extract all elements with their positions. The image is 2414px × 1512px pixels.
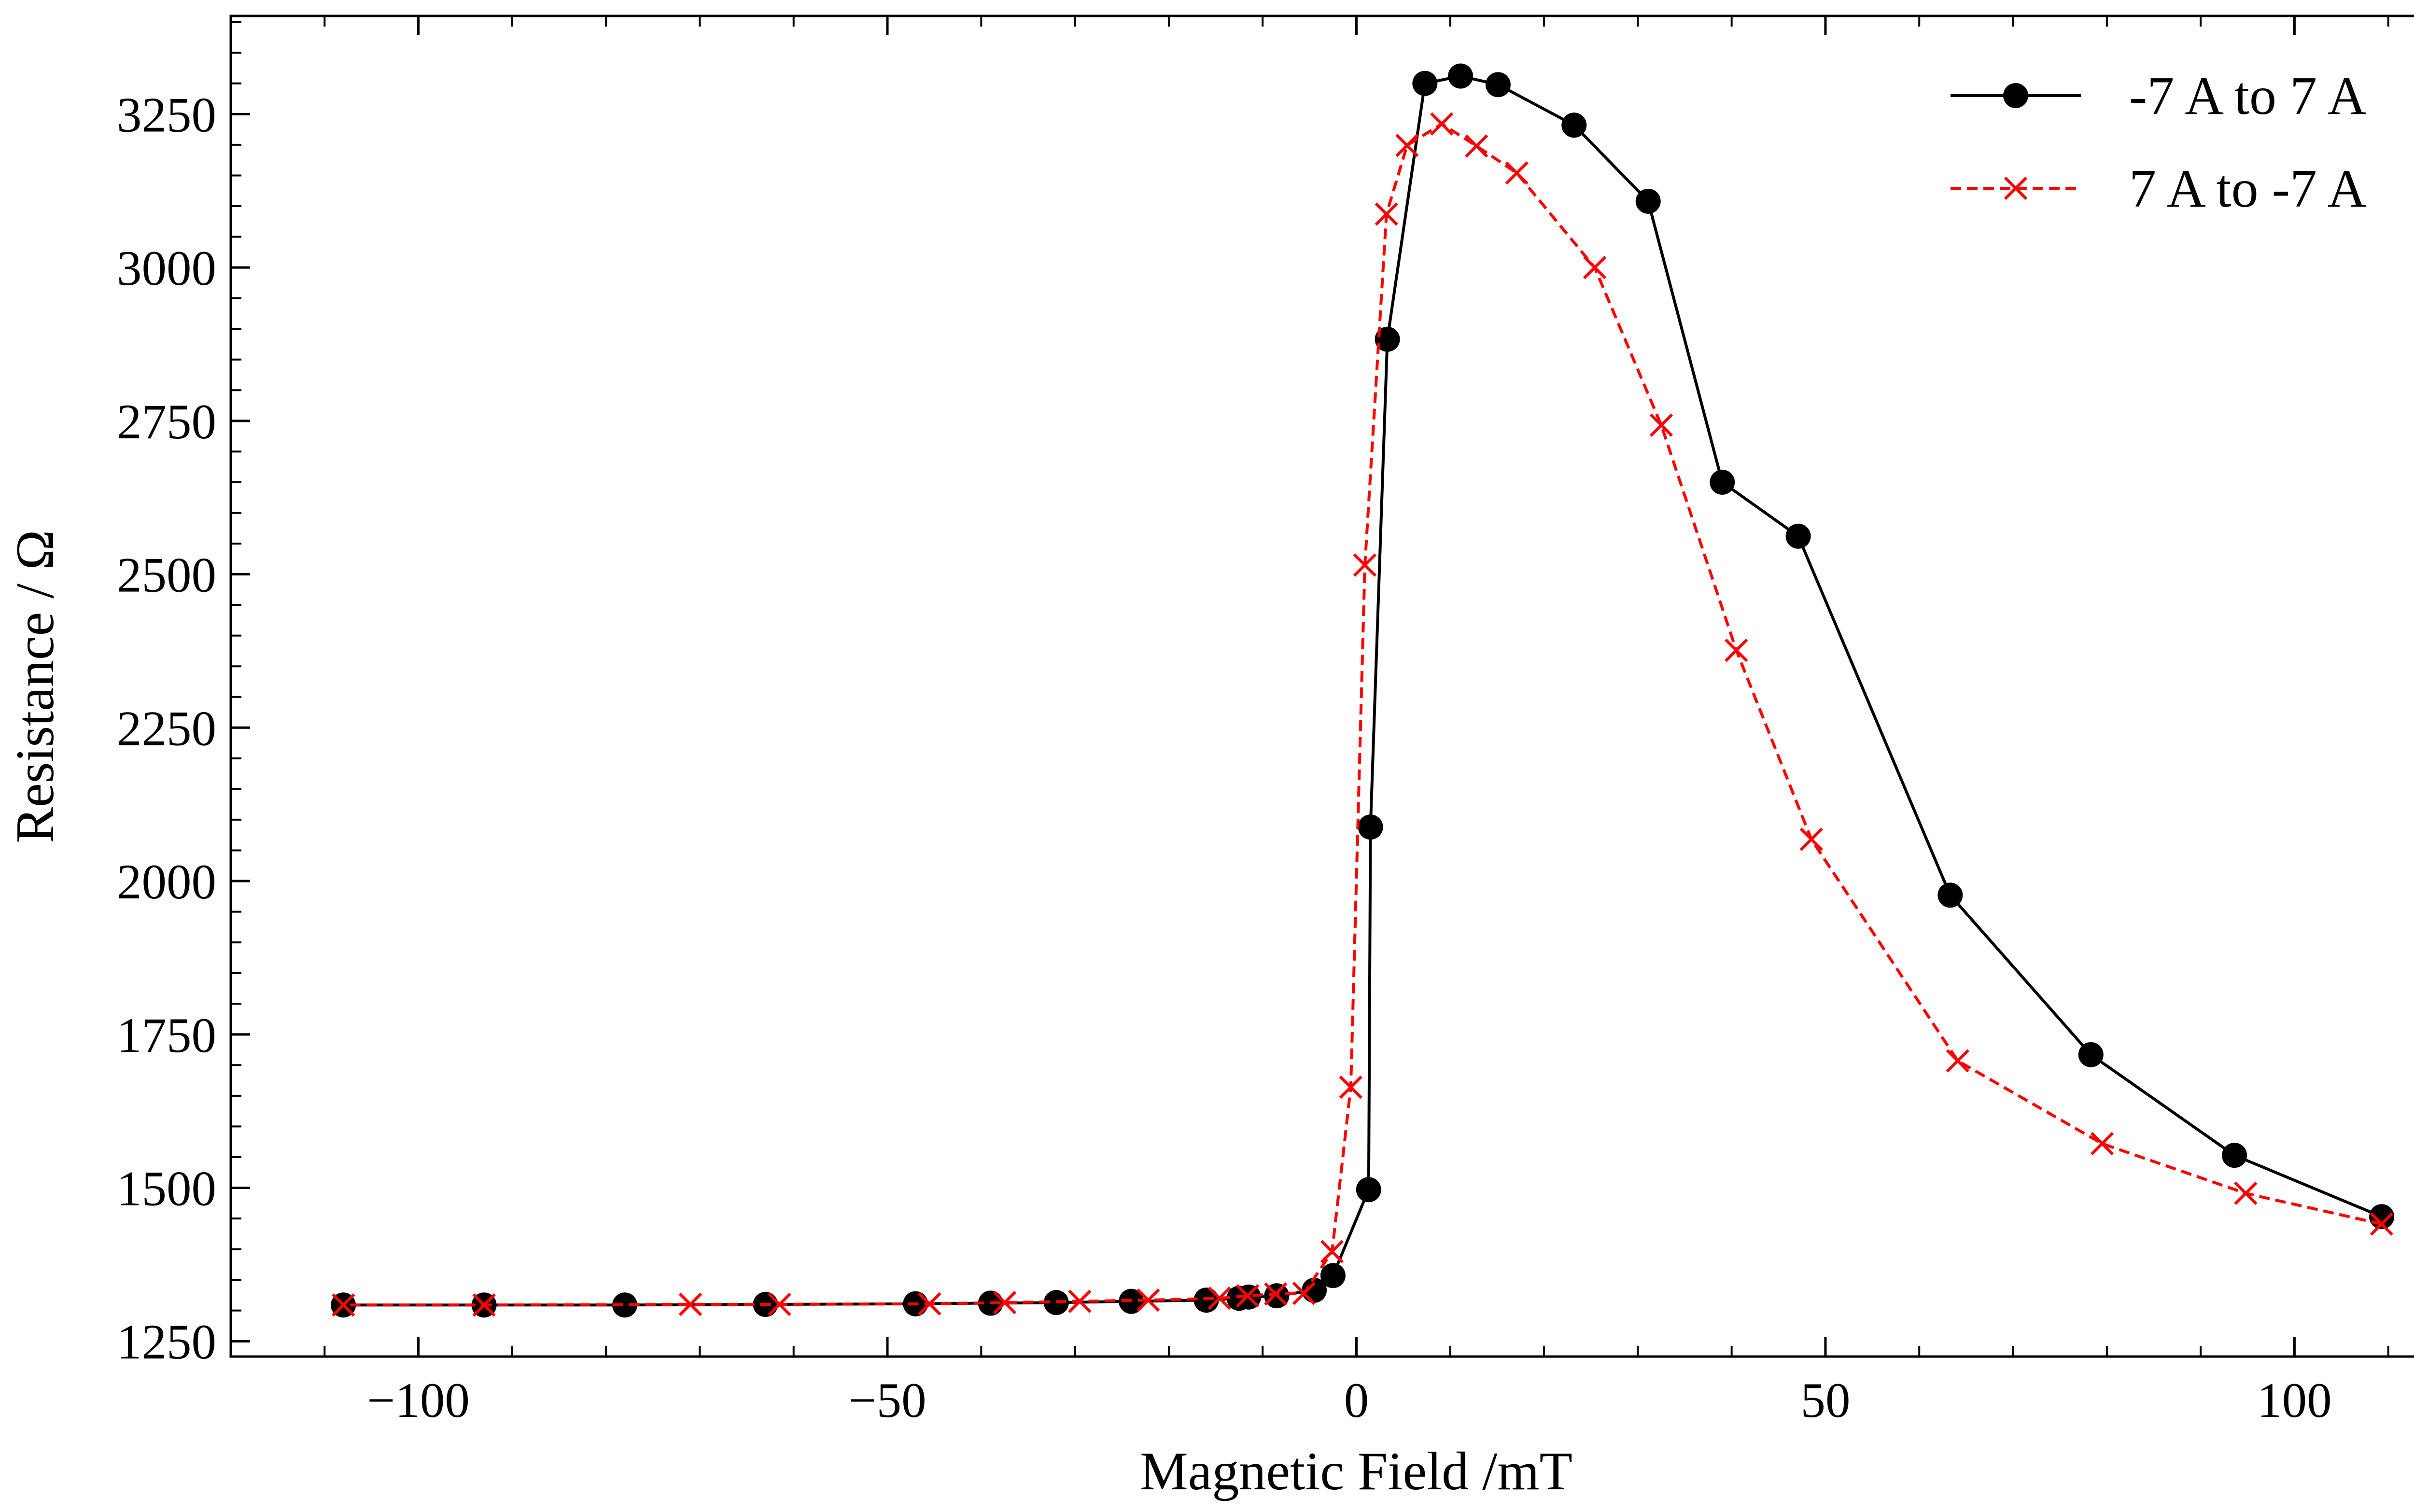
data-point <box>1485 72 1511 98</box>
data-point <box>1068 1289 1092 1313</box>
legend-marker-series-2 <box>2004 176 2028 200</box>
data-point <box>472 1293 496 1317</box>
data-point <box>1236 1284 1260 1308</box>
x-tick-label: −50 <box>848 1373 926 1428</box>
series-layer <box>331 63 2395 1318</box>
data-point <box>1937 882 1963 908</box>
data-point <box>1339 1075 1362 1099</box>
series-line-2 <box>343 122 2382 1307</box>
data-point <box>1264 1282 1288 1306</box>
data-point <box>1649 413 1673 437</box>
x-axis-label: Magnetic Field /mT <box>1140 1442 1572 1501</box>
y-tick-label: 2000 <box>117 854 216 910</box>
data-point <box>918 1292 941 1316</box>
data-point <box>1353 553 1377 577</box>
data-point <box>1946 1049 1970 1073</box>
data-point <box>1430 112 1454 136</box>
y-tick-label: 2500 <box>117 548 216 603</box>
plot-frame <box>229 14 2414 1358</box>
y-axis-label: Resistance / Ω <box>5 530 65 843</box>
x-tick-label: 100 <box>2257 1373 2332 1428</box>
y-tick-label: 2250 <box>117 701 216 756</box>
data-point <box>1395 134 1419 157</box>
data-point <box>1358 814 1383 840</box>
y-tick-label: 2750 <box>117 394 216 449</box>
data-point <box>1465 134 1488 158</box>
data-point <box>1375 202 1398 226</box>
data-point <box>1375 326 1400 352</box>
data-point <box>1635 188 1661 214</box>
data-point <box>1412 70 1438 96</box>
series-line-1 <box>343 74 2383 1307</box>
x-tick-label: 50 <box>1800 1373 1850 1428</box>
data-point <box>2234 1181 2258 1205</box>
legend-label-series-1: -7 A to 7 A <box>2129 66 2367 126</box>
data-point <box>1710 469 1735 495</box>
data-point <box>1448 63 1474 89</box>
data-point <box>2090 1132 2114 1156</box>
legend: -7 A to 7 A 7 A to -7 A <box>1951 66 2367 219</box>
data-point <box>2370 1212 2394 1236</box>
y-tick-label: 3000 <box>117 241 216 296</box>
data-point <box>768 1292 791 1316</box>
data-point <box>332 1293 355 1317</box>
x-tick-label: 0 <box>1344 1373 1369 1428</box>
legend-label-series-2: 7 A to -7 A <box>2129 159 2367 219</box>
data-point <box>1505 161 1529 185</box>
data-point <box>993 1291 1017 1315</box>
ticks-layer: −100 −50 0 50 100 1250 1500 1750 2000 2250 2500 275… <box>117 16 2389 1428</box>
data-point <box>1207 1287 1231 1310</box>
data-point <box>1320 1240 1344 1263</box>
data-point <box>1356 1177 1381 1203</box>
data-point <box>1320 1263 1346 1288</box>
data-point <box>1785 523 1811 549</box>
data-point <box>2078 1042 2104 1067</box>
data-point <box>678 1292 702 1316</box>
y-tick-label: 1500 <box>117 1161 216 1216</box>
data-point <box>1799 827 1823 851</box>
data-point <box>1137 1288 1160 1312</box>
y-tick-label: 1750 <box>117 1008 216 1063</box>
data-point <box>2222 1143 2247 1168</box>
data-point <box>1725 639 1748 662</box>
x-tick-label: −100 <box>367 1373 470 1428</box>
data-point <box>1561 112 1587 138</box>
y-tick-label: 1250 <box>117 1315 216 1370</box>
y-tick-label: 3250 <box>117 87 216 142</box>
data-point <box>1292 1281 1316 1305</box>
data-point <box>1583 255 1607 280</box>
data-point <box>612 1292 638 1318</box>
legend-marker-series-1 <box>2003 83 2028 108</box>
